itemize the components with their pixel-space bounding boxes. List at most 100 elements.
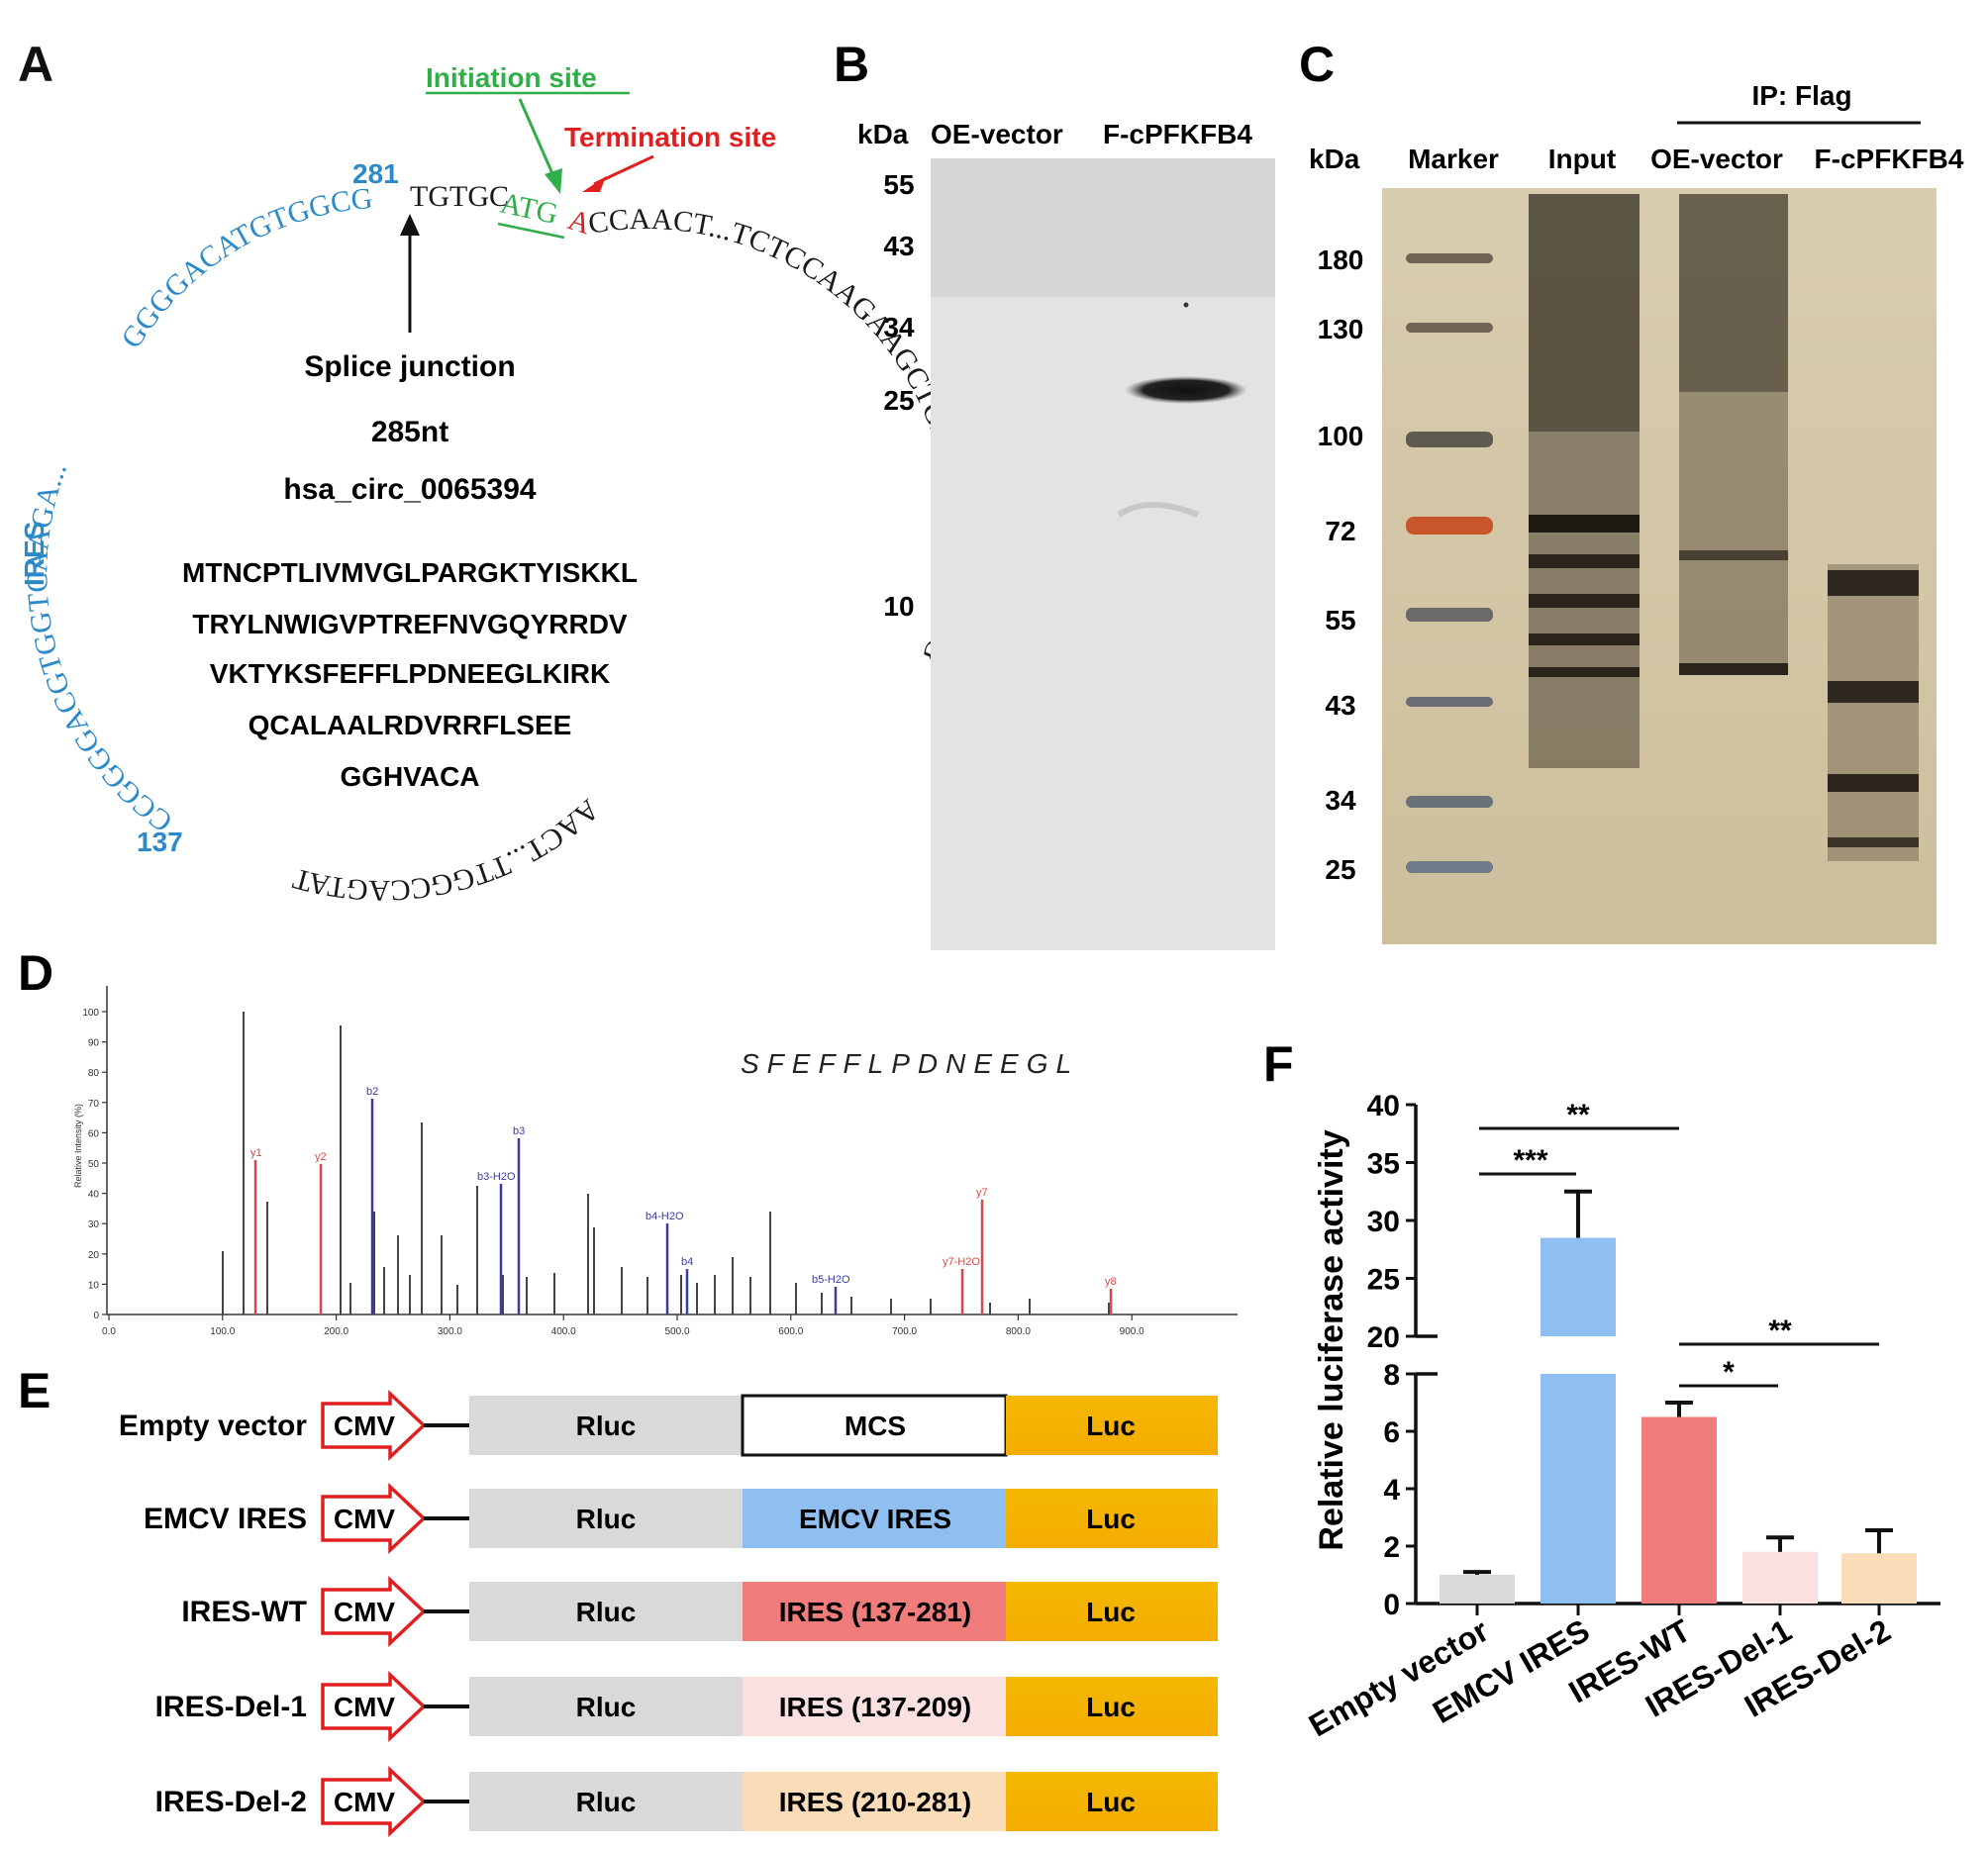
panel-letter-e: E — [18, 1363, 50, 1418]
bar — [1641, 1416, 1717, 1604]
peptide-sequence: MTNCPTLIVMVGLPARGKTYISKKL TRYLNWIGVPTREF… — [182, 557, 638, 792]
ms-x-tick-label: 200.0 — [324, 1326, 348, 1337]
seq-bottom: AACT...TTGGCCAGTAT — [289, 793, 605, 907]
termination-arrowhead — [582, 176, 606, 192]
seq-atg: ATG — [498, 187, 561, 231]
termination-site-label: Termination site — [564, 122, 776, 152]
position-137: 137 — [137, 827, 183, 857]
ms-ylabel: Relative Intensity (%) — [73, 1104, 83, 1188]
initiation-arrow — [518, 98, 556, 179]
marker-c: 34 — [1325, 785, 1356, 816]
initiation-arrowhead — [545, 168, 562, 194]
marker-c: 55 — [1325, 605, 1355, 635]
rluc-label: Rluc — [576, 1692, 637, 1722]
rluc-block — [469, 1396, 743, 1455]
marker-b: 43 — [883, 231, 914, 261]
sig-label: * — [1723, 1356, 1735, 1389]
kda-label-c: kDa — [1309, 144, 1360, 174]
peak-label: y7 — [976, 1187, 988, 1199]
seq-left-blue: CCGGGGACGTGGTCAAGA... — [21, 457, 178, 838]
seq-right: CCAACT...TCTCCAAGAAGCTGACTCGATACCTG — [586, 203, 974, 666]
ms-x-tick-label: 0.0 — [102, 1326, 116, 1337]
peak-label: b3-H2O — [477, 1171, 516, 1183]
insert-block — [743, 1582, 1006, 1641]
marker-c: 130 — [1318, 314, 1364, 344]
insert-block — [741, 1394, 1008, 1457]
luc-label: Luc — [1086, 1411, 1136, 1441]
ms-y-tick-label: 40 — [88, 1190, 100, 1201]
ms-x-ticks: 0.0 100.0 200.0 300.0 400.0 500.0 600.0 700.0 80… — [102, 1314, 1144, 1337]
rluc-block — [469, 1489, 743, 1548]
luc-label: Luc — [1086, 1787, 1136, 1817]
lane-label-c: F-cPFKFB4 — [1815, 144, 1964, 174]
bar — [1541, 1374, 1616, 1604]
panel-a: A Initiation site Termination site 281 1… — [18, 37, 974, 907]
construct-name: EMCV IRES — [144, 1503, 307, 1535]
cmv-label: CMV — [334, 1504, 396, 1534]
y-tick-label: 2 — [1383, 1531, 1400, 1564]
bar — [1742, 1551, 1818, 1604]
construct-row: IRES-Del-2 CMV Rluc IRES (210-281) Luc — [155, 1765, 1218, 1838]
insert-label: EMCV IRES — [799, 1504, 951, 1534]
f-cpfkfb4-lane — [1828, 564, 1919, 861]
y-tick-label: 0 — [1383, 1589, 1400, 1621]
ms-y-tick-label: 90 — [88, 1038, 100, 1049]
marker-c: 43 — [1325, 690, 1355, 721]
construct-row: EMCV IRES CMV Rluc EMCV IRES Luc — [144, 1482, 1218, 1555]
position-281: 281 — [352, 158, 399, 189]
construct-name: IRES-Del-1 — [155, 1691, 307, 1723]
peak-label: b4 — [681, 1256, 693, 1268]
ms-x-tick-label: 900.0 — [1120, 1326, 1144, 1337]
panel-d: D SFEFFLPDNEEGL Relative Intensity (%) 0… — [18, 945, 1238, 1337]
insert-label: IRES (137-281) — [779, 1597, 972, 1627]
bar — [1440, 1575, 1515, 1604]
cmv-label: CMV — [334, 1597, 396, 1627]
marker-ladder — [1406, 253, 1493, 873]
marker-b: 10 — [883, 591, 914, 622]
rluc-label: Rluc — [576, 1504, 637, 1534]
ms-y-tick-label: 30 — [88, 1219, 100, 1230]
peptide-line: GGHVACA — [340, 761, 479, 792]
ms-y-tick-label: 20 — [88, 1250, 100, 1261]
insert-label: IRES (137-209) — [779, 1692, 972, 1722]
peptide-line: QCALAALRDVRRFLSEE — [248, 710, 572, 740]
sig-label: *** — [1513, 1144, 1547, 1177]
rluc-block — [469, 1582, 743, 1641]
panel-letter-b: B — [834, 37, 869, 92]
peak-label: b3 — [513, 1125, 525, 1137]
ms-x-tick-label: 800.0 — [1006, 1326, 1031, 1337]
cmv-label: CMV — [334, 1692, 396, 1722]
circ-id-label: hsa_circ_0065394 — [283, 473, 537, 506]
cmv-label: CMV — [334, 1787, 396, 1817]
construct-name: IRES-WT — [181, 1596, 307, 1628]
cmv-promoter-arrow — [321, 1482, 427, 1555]
panel-letter-a: A — [18, 37, 53, 92]
luc-block — [1006, 1489, 1218, 1548]
peak-label: b5-H2O — [812, 1274, 850, 1286]
sig-label: ** — [1566, 1099, 1590, 1131]
lane-label-c: Input — [1548, 144, 1616, 174]
panel-e: E Empty vector CMV Rluc MCS Luc EMCV IRES CMV R… — [18, 1363, 1218, 1838]
marker-b: 34 — [883, 312, 915, 342]
rluc-label: Rluc — [576, 1787, 637, 1817]
ms-y-tick-label: 50 — [88, 1159, 100, 1170]
silver-gel — [1382, 188, 1937, 944]
lane-label-c: OE-vector — [1650, 144, 1783, 174]
sig-label: ** — [1768, 1314, 1792, 1347]
construct-row: IRES-Del-1 CMV Rluc IRES (137-209) Luc — [155, 1670, 1218, 1743]
ms-y-tick-label: 0 — [93, 1311, 99, 1321]
insert-label: MCS — [845, 1411, 906, 1441]
panel-letter-f: F — [1263, 1036, 1294, 1092]
rluc-label: Rluc — [576, 1411, 637, 1441]
marker-b: 25 — [883, 385, 914, 416]
ms-peptide: SFEFFLPDNEEGL — [741, 1048, 1079, 1079]
kda-label-b: kDa — [857, 119, 909, 149]
ms-y-tick-label: 80 — [88, 1068, 100, 1079]
rluc-block — [469, 1772, 743, 1831]
peak-label: y1 — [250, 1147, 262, 1159]
peak-label: y2 — [315, 1151, 327, 1163]
luc-block — [1006, 1677, 1218, 1736]
initiation-site-label: Initiation site — [426, 62, 597, 93]
marker-c: 25 — [1325, 854, 1355, 885]
